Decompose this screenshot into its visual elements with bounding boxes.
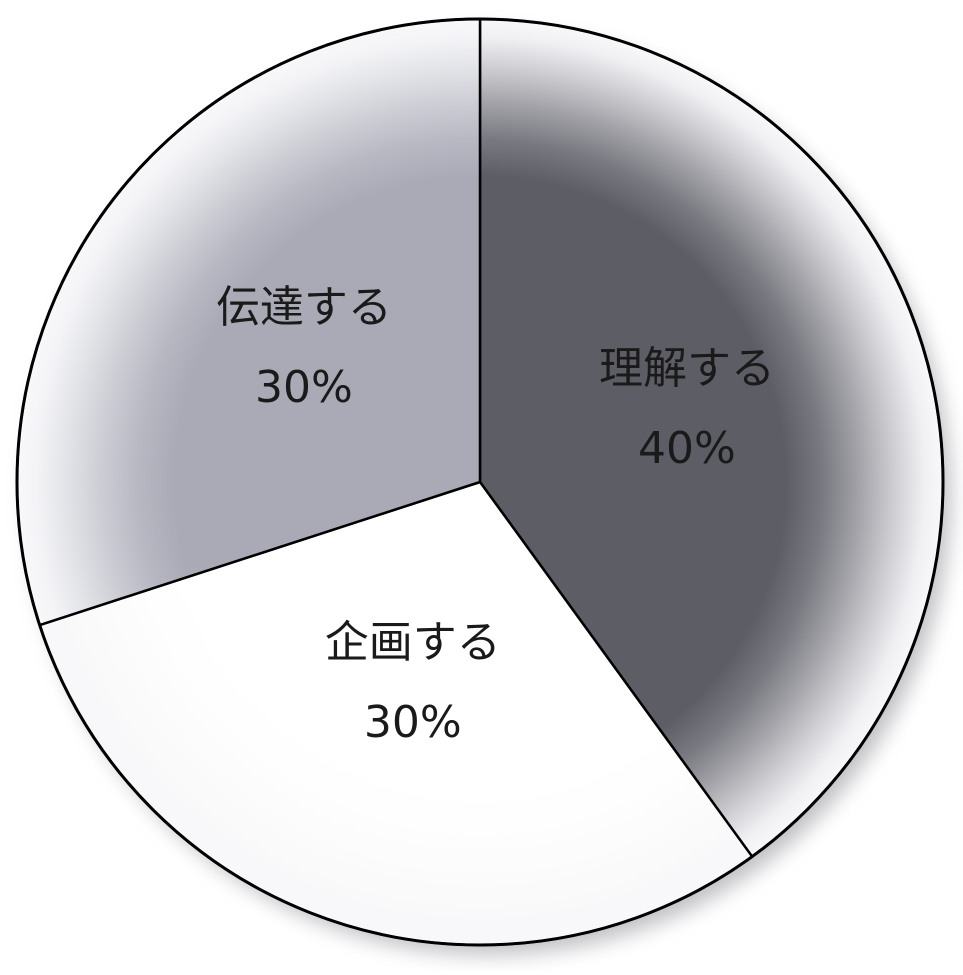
slice-label: 伝達する xyxy=(216,282,392,333)
pie-slices xyxy=(15,17,945,947)
pie-outline xyxy=(15,17,945,947)
slice-label: 企画する xyxy=(325,617,501,668)
slice-value-label: 30% xyxy=(364,697,462,748)
pie-labels: 理解する 40% 企画する 30% 伝達する 30% xyxy=(216,282,775,748)
slice-label: 理解する xyxy=(599,343,775,394)
slice-value-label: 40% xyxy=(638,423,736,474)
slice-value-label: 30% xyxy=(255,362,353,413)
